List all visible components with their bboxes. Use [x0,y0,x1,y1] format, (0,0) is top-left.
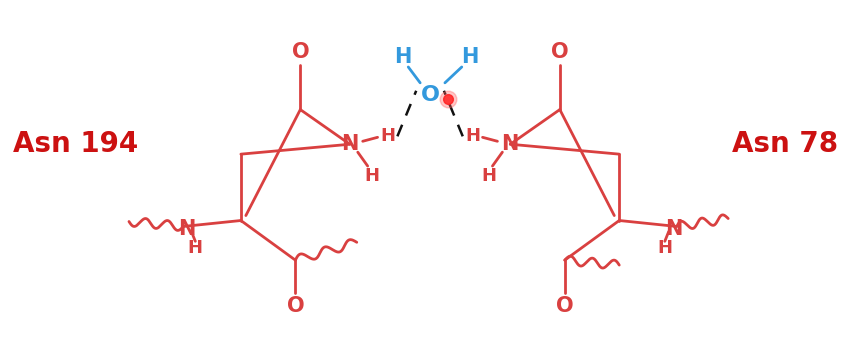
Text: H: H [481,167,496,185]
Text: N: N [502,134,519,154]
Text: H: H [461,47,478,67]
Text: H: H [364,167,379,185]
Text: O: O [286,296,304,316]
Text: O: O [421,85,440,105]
Text: H: H [657,239,672,257]
Text: H: H [187,239,203,257]
Text: N: N [178,219,195,239]
Text: H: H [380,127,395,145]
Text: H: H [465,127,481,145]
Text: O: O [291,42,309,62]
Text: N: N [665,219,682,239]
Text: N: N [341,134,359,154]
Text: Asn 78: Asn 78 [732,130,838,158]
Text: H: H [394,47,411,67]
Text: Asn 194: Asn 194 [13,130,138,158]
Text: O: O [556,296,573,316]
Text: O: O [551,42,568,62]
